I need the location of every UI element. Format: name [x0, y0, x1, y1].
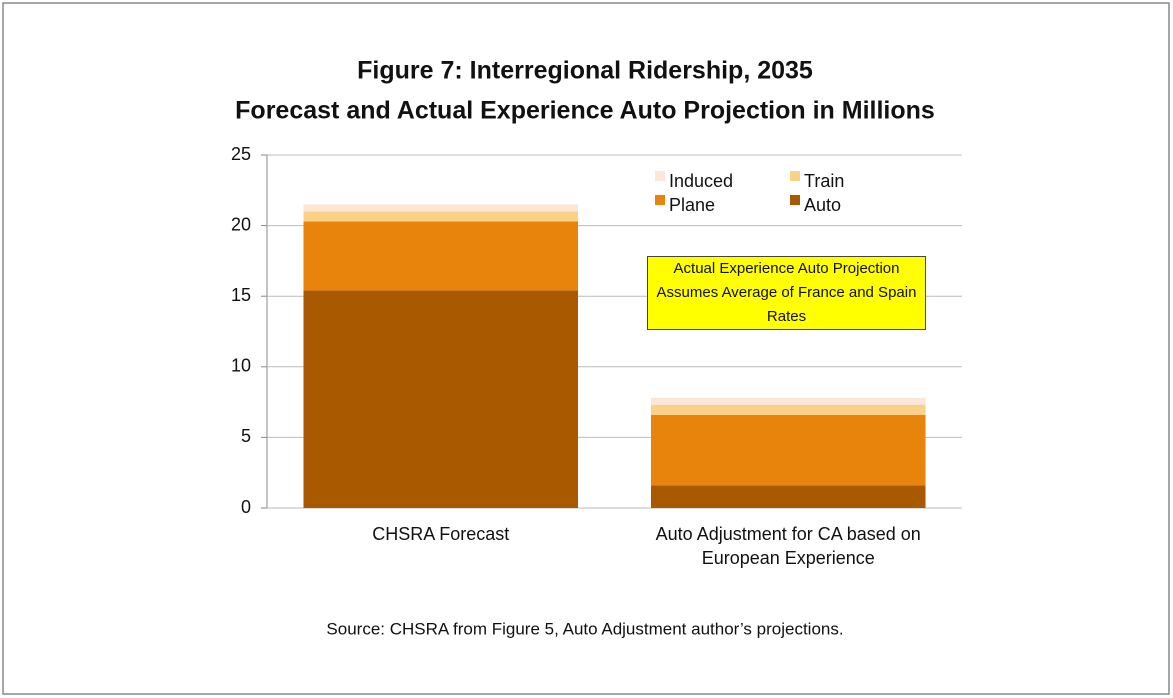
annotation: Actual Experience Auto Projection Assume… — [647, 256, 926, 330]
chart-title: Figure 7: Interregional Ridership, 2035 — [357, 57, 813, 85]
bar-segment — [303, 204, 579, 212]
legend-label: Auto — [804, 195, 841, 215]
y-tick-label: 10 — [231, 356, 251, 376]
legend-label: Train — [804, 171, 844, 191]
legend-swatch — [655, 195, 665, 205]
bar-segment — [303, 221, 579, 291]
y-tick-label: 20 — [231, 214, 251, 234]
bar-segment — [650, 397, 926, 405]
y-tick-label: 25 — [231, 144, 251, 164]
legend-label: Induced — [669, 171, 733, 191]
x-tick-label: CHSRA Forecast — [372, 524, 510, 544]
legend-swatch — [790, 171, 800, 181]
y-tick-label: 0 — [241, 497, 251, 517]
y-tick-label: 15 — [231, 285, 251, 305]
bar-segment — [650, 404, 926, 415]
chart-subtitle: Forecast and Actual Experience Auto Proj… — [235, 97, 935, 125]
legend-swatch — [655, 171, 665, 181]
bar-segment — [650, 414, 926, 486]
x-tick-label: Auto Adjustment for CA based on European… — [655, 524, 921, 568]
bar-segment — [303, 290, 579, 508]
legend-swatch — [790, 195, 800, 205]
bar-segment — [650, 485, 926, 508]
legend-label: Plane — [669, 195, 715, 215]
bar-segment — [303, 211, 579, 222]
source-note: Source: CHSRA from Figure 5, Auto Adjust… — [326, 619, 843, 638]
y-tick-label: 5 — [241, 426, 251, 446]
